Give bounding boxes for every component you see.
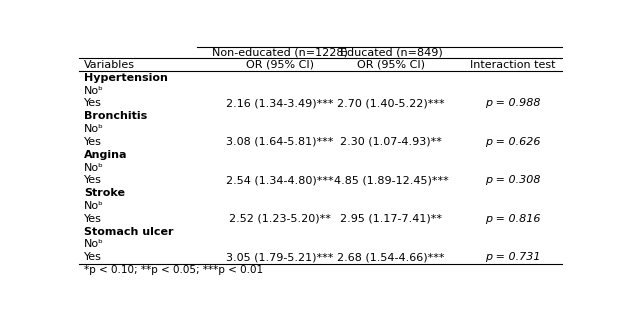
- Text: Variables: Variables: [84, 60, 135, 70]
- Text: Educated (n=849): Educated (n=849): [340, 47, 443, 57]
- Text: Yes: Yes: [84, 252, 102, 262]
- Text: Noᵇ: Noᵇ: [84, 240, 104, 249]
- Text: Yes: Yes: [84, 98, 102, 108]
- Text: 4.85 (1.89-12.45)***: 4.85 (1.89-12.45)***: [334, 175, 449, 185]
- Text: Noᵇ: Noᵇ: [84, 124, 104, 134]
- Text: p = 0.731: p = 0.731: [485, 252, 540, 262]
- Text: Yes: Yes: [84, 175, 102, 185]
- Text: Stomach ulcer: Stomach ulcer: [84, 226, 173, 237]
- Text: 2.68 (1.54-4.66)***: 2.68 (1.54-4.66)***: [337, 252, 445, 262]
- Text: p = 0.816: p = 0.816: [485, 214, 540, 224]
- Text: 2.16 (1.34-3.49)***: 2.16 (1.34-3.49)***: [226, 98, 333, 108]
- Text: Stroke: Stroke: [84, 188, 125, 198]
- Text: p = 0.626: p = 0.626: [485, 137, 540, 147]
- Text: 2.70 (1.40-5.22)***: 2.70 (1.40-5.22)***: [337, 98, 445, 108]
- Text: 2.52 (1.23-5.20)**: 2.52 (1.23-5.20)**: [228, 214, 331, 224]
- Text: *p < 0.10; **p < 0.05; ***p < 0.01: *p < 0.10; **p < 0.05; ***p < 0.01: [84, 265, 263, 275]
- Text: Non-educated (n=1228): Non-educated (n=1228): [212, 47, 347, 57]
- Text: Bronchitis: Bronchitis: [84, 111, 147, 121]
- Text: 2.95 (1.17-7.41)**: 2.95 (1.17-7.41)**: [340, 214, 442, 224]
- Text: Noᵇ: Noᵇ: [84, 85, 104, 96]
- Text: 2.54 (1.34-4.80)***: 2.54 (1.34-4.80)***: [226, 175, 334, 185]
- Text: 3.05 (1.79-5.21)***: 3.05 (1.79-5.21)***: [226, 252, 333, 262]
- Text: 3.08 (1.64-5.81)***: 3.08 (1.64-5.81)***: [226, 137, 333, 147]
- Text: OR (95% CI): OR (95% CI): [245, 60, 314, 70]
- Text: p = 0.988: p = 0.988: [485, 98, 540, 108]
- Text: Interaction test: Interaction test: [470, 60, 555, 70]
- Text: p = 0.308: p = 0.308: [485, 175, 540, 185]
- Text: Angina: Angina: [84, 150, 128, 160]
- Text: OR (95% CI): OR (95% CI): [357, 60, 425, 70]
- Text: Noᵇ: Noᵇ: [84, 162, 104, 173]
- Text: 2.30 (1.07-4.93)**: 2.30 (1.07-4.93)**: [341, 137, 442, 147]
- Text: Noᵇ: Noᵇ: [84, 201, 104, 211]
- Text: Yes: Yes: [84, 214, 102, 224]
- Text: Hypertension: Hypertension: [84, 73, 168, 83]
- Text: Yes: Yes: [84, 137, 102, 147]
